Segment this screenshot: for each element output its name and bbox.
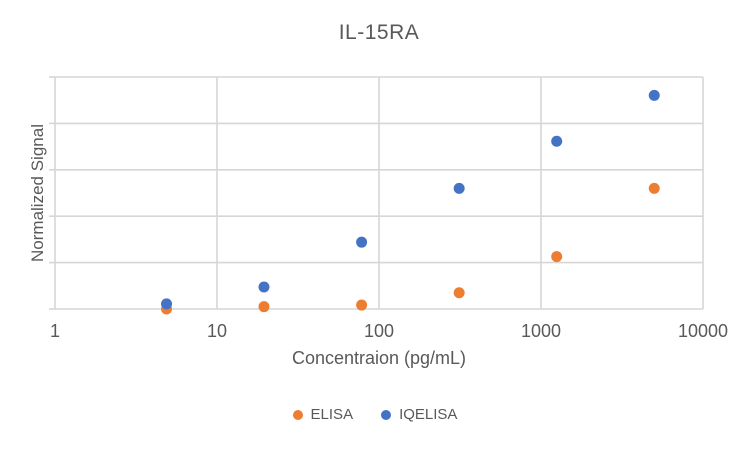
y-axis-title: Normalized Signal — [28, 124, 47, 262]
elisa-data-point — [551, 251, 563, 263]
x-tick-label: 10000 — [678, 321, 728, 341]
legend: ELISA IQELISA — [0, 406, 750, 423]
elisa-data-point — [648, 182, 660, 194]
iqelisa-data-point — [258, 281, 270, 293]
iqelisa-legend-marker-icon — [381, 409, 392, 420]
elisa-data-point — [356, 299, 368, 311]
iqelisa-data-point — [551, 135, 563, 147]
legend-item-iqelisa: IQELISA — [381, 406, 457, 423]
legend-label: ELISA — [310, 406, 354, 423]
iqelisa-data-point — [356, 236, 368, 248]
iqelisa-data-point — [453, 182, 465, 194]
elisa-data-point — [453, 287, 465, 299]
iqelisa-data-point — [161, 298, 173, 310]
elisa-data-point — [258, 301, 270, 313]
x-tick-label: 100 — [364, 321, 394, 341]
x-tick-label: 1000 — [521, 321, 561, 341]
x-axis-title: Concentraion (pg/mL) — [291, 348, 467, 368]
elisa-legend-marker-icon — [292, 409, 303, 420]
legend-item-elisa: ELISA — [292, 406, 354, 423]
iqelisa-data-point — [648, 89, 660, 101]
legend-label: IQELISA — [399, 406, 458, 423]
x-tick-label: 1 — [50, 321, 60, 341]
chart-title: IL-15RA — [338, 21, 420, 44]
x-tick-label: 10 — [207, 321, 227, 341]
